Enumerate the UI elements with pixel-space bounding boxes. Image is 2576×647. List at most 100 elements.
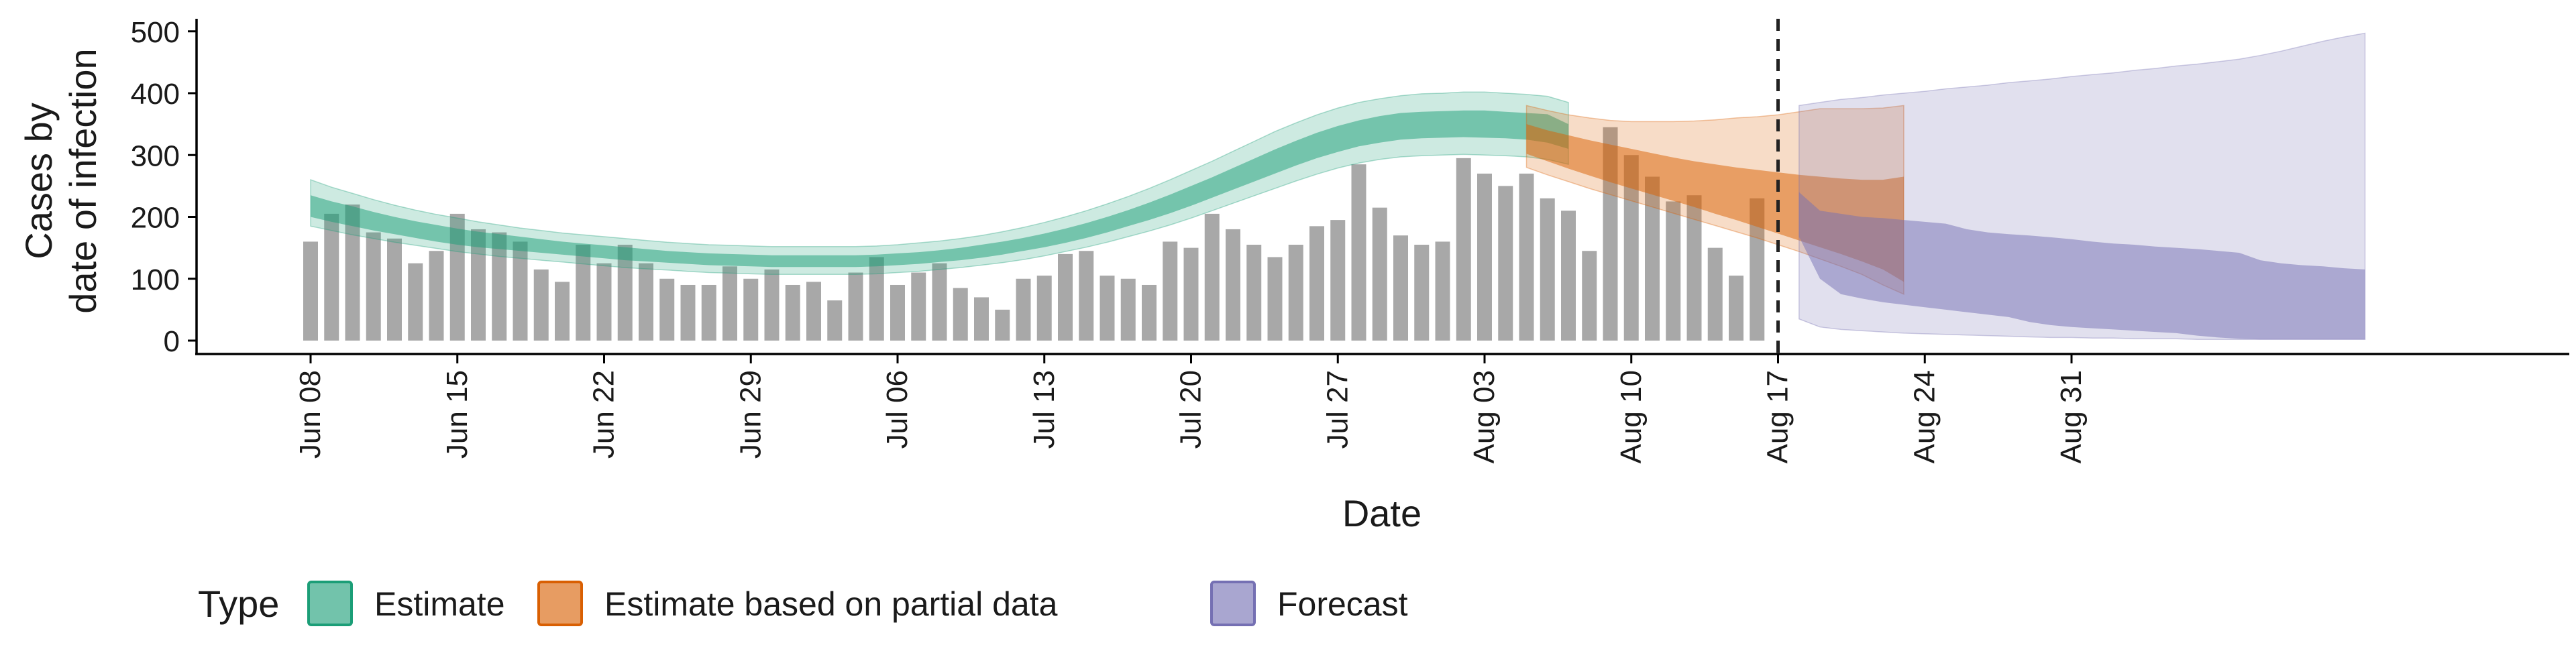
case-bar xyxy=(471,229,486,341)
case-bar xyxy=(1498,186,1513,341)
case-bar xyxy=(1351,164,1366,341)
case-bar xyxy=(1142,284,1157,341)
case-bar xyxy=(324,213,339,341)
reported-cases-bars xyxy=(303,127,1765,341)
case-bar xyxy=(596,263,612,341)
case-bar xyxy=(1561,211,1576,341)
case-bar xyxy=(701,284,716,341)
band-50 xyxy=(311,110,1568,268)
case-bar xyxy=(848,272,863,341)
x-tick-label: Jun 08 xyxy=(294,370,327,459)
case-bar xyxy=(932,263,947,341)
case-bar xyxy=(617,245,633,341)
case-bar xyxy=(513,241,528,341)
x-tick-label: Jul 20 xyxy=(1175,370,1208,449)
legend-label: Estimate based on partial data xyxy=(604,585,1058,623)
case-bar xyxy=(1120,278,1136,341)
case-bar xyxy=(1183,247,1199,341)
case-bar xyxy=(722,266,737,341)
axis-titles: Date Cases by date of infection xyxy=(17,48,1421,534)
case-bar xyxy=(492,232,507,341)
x-tick-label: Jun 15 xyxy=(441,370,474,459)
case-bar xyxy=(869,257,884,341)
legend-item: Estimate xyxy=(307,581,505,626)
case-bar xyxy=(639,263,653,341)
y-axis-title: Cases by date of infection xyxy=(17,48,104,313)
x-tick-label: Aug 24 xyxy=(1908,370,1941,463)
case-bar xyxy=(1204,213,1220,341)
x-tick-label: Aug 03 xyxy=(1468,370,1501,463)
case-bar xyxy=(974,297,989,341)
case-bar xyxy=(1079,251,1094,341)
legend-key xyxy=(537,581,583,626)
case-bar xyxy=(680,284,696,341)
case-bar xyxy=(1519,173,1534,341)
case-bar xyxy=(764,269,780,341)
x-tick-label: Aug 17 xyxy=(1762,370,1794,463)
case-bar xyxy=(1477,173,1492,341)
case-bar xyxy=(429,251,444,341)
case-bar xyxy=(449,213,465,341)
tick-labels: 0 100 200 300 400 500 Jun 08 Jun 15 Jun 22 Jun 29… xyxy=(131,16,2088,464)
axes xyxy=(188,19,2569,363)
x-axis-title: Date xyxy=(1342,492,1421,534)
case-bar xyxy=(743,278,759,341)
case-bar xyxy=(1582,251,1597,341)
case-bar xyxy=(1058,253,1073,341)
case-bar xyxy=(1645,176,1660,341)
legend-item: Estimate based on partial data xyxy=(537,581,1058,626)
y-tick-label: 500 xyxy=(131,16,180,49)
case-bar xyxy=(1750,198,1765,341)
case-bar xyxy=(890,284,905,341)
estimate-bands xyxy=(310,32,2366,340)
case-bar xyxy=(806,282,821,341)
x-tick-label: Jun 29 xyxy=(734,370,767,459)
band-forecast xyxy=(1799,32,2366,340)
case-bar xyxy=(1456,158,1471,341)
y-tick-label: 200 xyxy=(131,202,180,235)
y-tick-label: 400 xyxy=(131,78,180,111)
legend-key xyxy=(307,581,353,626)
x-tick-label: Aug 10 xyxy=(1615,370,1648,463)
x-tick-label: Jun 22 xyxy=(588,370,621,459)
case-bar xyxy=(827,300,843,341)
case-bar xyxy=(408,263,423,341)
case-bar xyxy=(1309,226,1324,341)
case-bar xyxy=(1163,241,1178,341)
case-bar xyxy=(995,309,1010,341)
legend-label: Estimate xyxy=(374,585,505,623)
case-bar xyxy=(1707,247,1723,341)
case-bar xyxy=(1414,245,1430,341)
case-bar xyxy=(1372,207,1387,341)
case-bar xyxy=(1016,278,1031,341)
x-tick-label: Jul 06 xyxy=(881,370,914,449)
case-bar xyxy=(1226,229,1240,341)
case-bar xyxy=(1267,257,1283,341)
y-tick-label: 0 xyxy=(164,325,180,358)
case-bar xyxy=(1246,245,1262,341)
case-bar xyxy=(533,269,549,341)
x-tick-label: Aug 31 xyxy=(2055,370,2088,463)
case-bar xyxy=(1330,220,1346,341)
case-bar xyxy=(1666,201,1681,341)
case-bar xyxy=(1036,276,1052,341)
band-50 xyxy=(1799,192,2365,340)
case-bar xyxy=(953,288,968,341)
legend-title: Type xyxy=(198,583,279,625)
legend-item: Forecast xyxy=(1210,581,1408,626)
case-bar xyxy=(387,238,402,341)
y-axis-title-line-2: date of infection xyxy=(62,48,104,313)
case-bar xyxy=(659,278,675,341)
case-bar xyxy=(1435,241,1450,341)
case-bar xyxy=(1540,198,1555,341)
case-bar xyxy=(1729,276,1743,341)
y-tick-label: 100 xyxy=(131,263,180,296)
case-bar xyxy=(1686,195,1702,341)
legend: Type Estimate Estimate based on partial d… xyxy=(198,581,1408,626)
x-tick-label: Jul 27 xyxy=(1321,370,1354,449)
case-bar xyxy=(1099,276,1115,341)
legend-label: Forecast xyxy=(1277,585,1408,623)
case-bar xyxy=(555,282,570,341)
